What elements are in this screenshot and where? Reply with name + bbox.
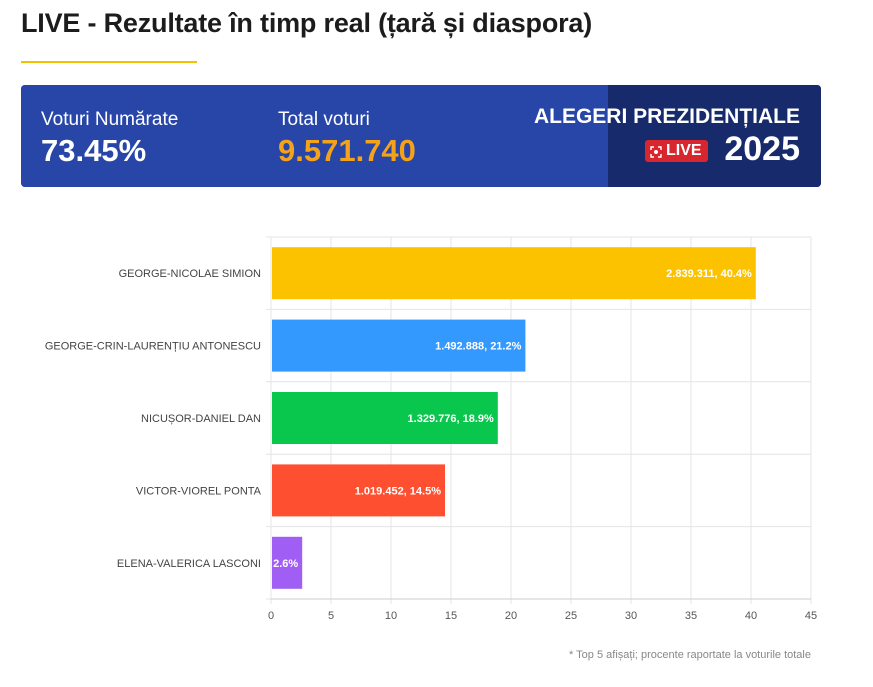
election-title: ALEGERI PREZIDENȚIALE [533, 105, 800, 128]
stats-panel: Voturi Numărate 73.45% Total voturi 9.57… [21, 85, 821, 187]
total-votes-value: 9.571.740 [278, 133, 416, 168]
bar [272, 247, 756, 300]
x-tick-label: 5 [328, 610, 334, 622]
bar [272, 536, 303, 589]
live-label: LIVE [666, 142, 702, 159]
x-tick-label: 20 [505, 610, 517, 622]
stats-summary: Voturi Numărate 73.45% Total voturi 9.57… [21, 85, 608, 187]
x-tick-label: 35 [685, 610, 697, 622]
results-chart: 0 5 10 15 20 25 30 35 40 45 GEORGE-NICOLAE SIMION 2… [0, 200, 873, 640]
page-title: LIVE - Rezultate în timp real (țară și d… [21, 8, 593, 38]
counted-votes-label: Voturi Numărate [41, 109, 179, 130]
x-tick-label: 30 [625, 610, 637, 622]
x-tick-label: 10 [385, 610, 397, 622]
live-badge: LIVE [645, 140, 708, 162]
category-label: ELENA-VALERICA LASCONI [117, 558, 261, 570]
counted-votes-value: 73.45% [41, 133, 147, 168]
bar [272, 464, 445, 517]
broadcast-icon [650, 145, 662, 158]
x-tick-label: 0 [268, 610, 274, 622]
bar [272, 319, 526, 372]
chart-footnote: * Top 5 afișați; procente raportate la v… [569, 649, 811, 661]
x-tick-label: 40 [745, 610, 757, 622]
data-label: 1.492.888, 21.2% [435, 341, 521, 353]
data-label: 1.019.452, 14.5% [355, 485, 441, 497]
results-chart-svg: 0 5 10 15 20 25 30 35 40 45 GEORGE-NICOLAE SIMION 2… [45, 236, 817, 622]
total-votes-label: Total voturi [278, 109, 370, 130]
category-label: GEORGE-NICOLAE SIMION [119, 268, 261, 280]
election-year: 2025 [724, 130, 800, 168]
category-label: NICUȘOR-DANIEL DAN [141, 413, 261, 425]
category-label: VICTOR-VIOREL PONTA [136, 485, 262, 497]
bar [272, 392, 498, 444]
category-label: GEORGE-CRIN-LAURENȚIU ANTONESCU [45, 341, 261, 353]
x-tick-label: 25 [565, 610, 577, 622]
data-label: 2.6% [273, 558, 298, 570]
x-tick-label: 15 [445, 610, 457, 622]
x-tick-label: 45 [805, 610, 817, 622]
election-banner: ALEGERI PREZIDENȚIALE LIVE 2025 [534, 85, 821, 187]
title-underline [21, 61, 197, 63]
data-label: 1.329.776, 18.9% [408, 413, 494, 425]
data-label: 2.839.311, 40.4% [666, 268, 752, 280]
